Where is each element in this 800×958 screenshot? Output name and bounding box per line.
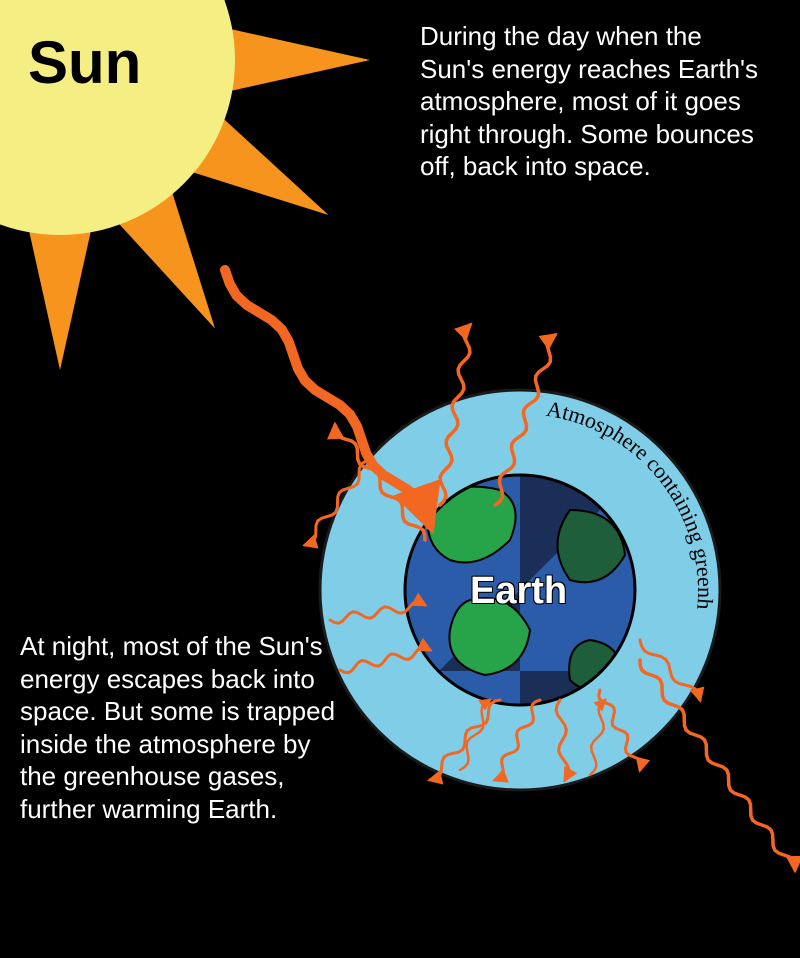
paragraph-day: During the day when the Sun's energy rea…: [420, 20, 770, 183]
heat-arrow: [640, 660, 795, 870]
sun-label: Sun: [28, 28, 141, 97]
incoming-solar-ray: [225, 270, 430, 525]
earth-label: Earth: [470, 570, 567, 613]
paragraph-night: At night, most of the Sun's energy escap…: [20, 630, 350, 825]
diagram-stage: Atmosphere containing greenhouse gases S…: [0, 0, 800, 958]
